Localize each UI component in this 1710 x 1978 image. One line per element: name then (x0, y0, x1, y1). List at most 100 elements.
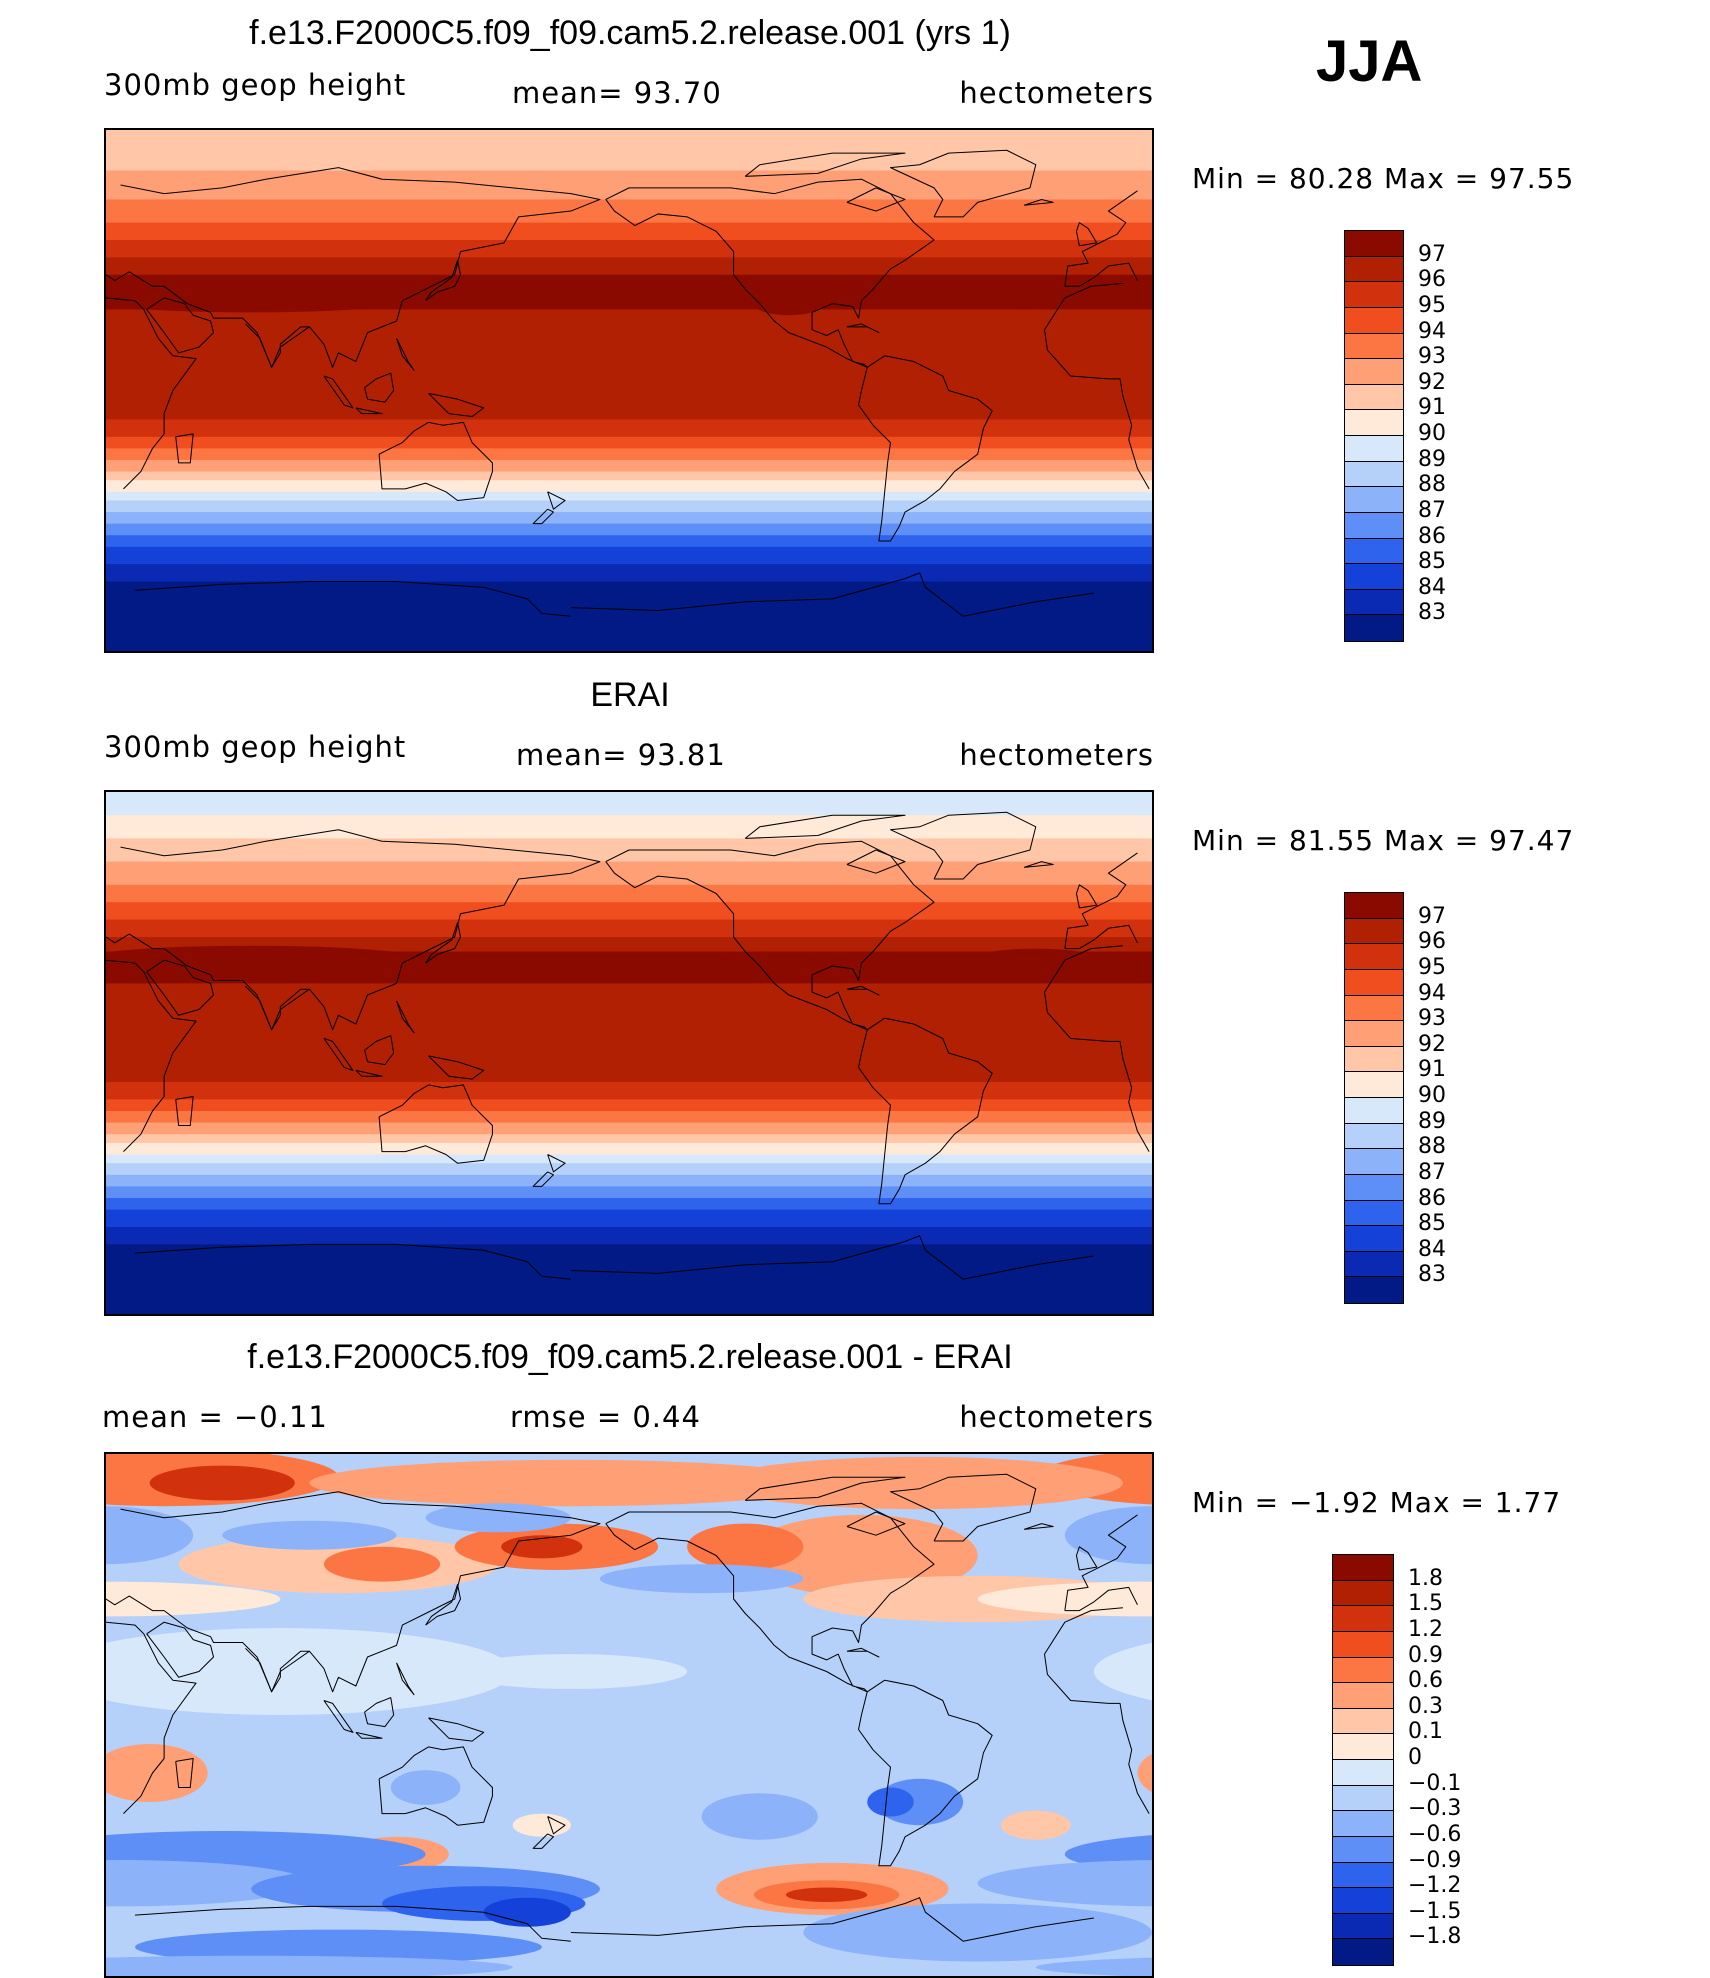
colorbar-swatch (1345, 1174, 1403, 1201)
contour-band (106, 222, 1152, 241)
colorbar-swatch (1345, 512, 1403, 539)
panel-2-colorbar (1344, 892, 1404, 1304)
coastline (245, 985, 310, 1031)
colorbar-swatch (1345, 282, 1403, 308)
coastline (1043, 992, 1150, 1152)
contour-band (106, 239, 1152, 259)
contour-band (106, 199, 1152, 224)
colorbar-swatch (1333, 1836, 1393, 1863)
colorbar-swatch (1345, 538, 1403, 565)
colorbar-tick-label: −0.9 (1408, 1847, 1462, 1873)
anomaly-region (1035, 1957, 1152, 1976)
panel-3-units-label: hectometers (959, 1400, 1154, 1434)
coastline (106, 167, 601, 368)
contour-band (106, 480, 1152, 493)
coastline (1043, 329, 1150, 490)
colorbar-swatch (1333, 1939, 1393, 1965)
coastline (146, 1621, 215, 1678)
anomaly-region (745, 1514, 978, 1597)
coastline (889, 149, 1037, 218)
coastline (425, 921, 461, 964)
coastline (355, 407, 383, 415)
coastline (1023, 861, 1054, 868)
colorbar-tick-label: 89 (1418, 1108, 1446, 1134)
anomaly-region (106, 1628, 513, 1715)
panel-2-map (104, 790, 1154, 1316)
panel-1-mean-label: mean= 93.70 (512, 76, 722, 110)
colorbar-swatch (1345, 1021, 1403, 1047)
anomaly-region (867, 1787, 914, 1817)
colorbar-swatch (1345, 944, 1403, 970)
colorbar-tick-label: 83 (1418, 600, 1446, 626)
panel-1-map (104, 128, 1154, 653)
colorbar-tick-label: 85 (1418, 549, 1446, 575)
coastline (846, 1511, 906, 1536)
colorbar-tick-label: −0.6 (1408, 1821, 1462, 1847)
anomaly-region (785, 1887, 868, 1903)
contour-band (106, 546, 1152, 566)
colorbar-swatch (1345, 461, 1403, 488)
colorbar-swatch (1345, 1226, 1403, 1252)
colorbar-swatch (1333, 1606, 1393, 1632)
contour-band (106, 1142, 1152, 1156)
colorbar-tick-label: 84 (1418, 1236, 1446, 1262)
colorbar-swatch (1345, 333, 1403, 360)
colorbar-tick-label: 97 (1418, 903, 1446, 929)
colorbar-tick-label: 0.3 (1408, 1693, 1443, 1719)
colorbar-tick-label: 91 (1418, 395, 1446, 421)
colorbar-swatch (1345, 436, 1403, 462)
coastline (744, 152, 906, 177)
coastline (846, 849, 906, 874)
panel-2-units-label: hectometers (959, 738, 1154, 772)
coastline (396, 1000, 415, 1034)
colorbar-swatch (1345, 1149, 1403, 1175)
contour-band (106, 1174, 1152, 1188)
coastline (135, 1243, 571, 1280)
colorbar-swatch (1333, 1580, 1393, 1607)
contour-band (106, 1163, 1152, 1176)
contour-band (106, 581, 1152, 651)
coastline (425, 1583, 461, 1626)
coastline (364, 1697, 395, 1728)
coastline (1023, 198, 1054, 206)
anomaly-region (106, 1955, 513, 1976)
anomaly-region (222, 1520, 397, 1550)
coastline (570, 1897, 1094, 1942)
panel-1-minmax: Min = 80.28 Max = 97.55 (1192, 162, 1575, 195)
colorbar-tick-label: 92 (1418, 369, 1446, 395)
contour-band (106, 1134, 1152, 1144)
colorbar-swatch (1333, 1734, 1393, 1760)
coastline (858, 355, 993, 542)
colorbar-swatch (1345, 1046, 1403, 1073)
contour-band (106, 1186, 1152, 1199)
anomaly-region (1093, 1642, 1152, 1701)
colorbar-swatch (1333, 1555, 1393, 1581)
panel-1-colorbar (1344, 230, 1404, 642)
coastline (106, 1491, 601, 1693)
colorbar-tick-label: 90 (1418, 1083, 1446, 1108)
panel-2-title: ERAI (590, 676, 670, 714)
panel-3-colorbar (1332, 1554, 1394, 1966)
coastline (744, 814, 906, 839)
contour-maximum (753, 292, 824, 316)
colorbar-tick-label: 83 (1418, 1262, 1446, 1288)
coastline (135, 581, 571, 617)
contour-band (106, 792, 1152, 817)
coastline (532, 1171, 554, 1187)
colorbar-swatch (1345, 589, 1403, 616)
contour-band (106, 815, 1152, 840)
panel-1-title: f.e13.F2000C5.f09_f09.cam5.2.release.001… (249, 14, 1011, 52)
anomaly-region (512, 1813, 571, 1837)
colorbar-tick-label: 0.6 (1408, 1668, 1443, 1694)
coastline (1075, 222, 1098, 247)
coastline (245, 323, 310, 368)
contour-band (106, 523, 1152, 537)
panel-1-units-label: hectometers (959, 76, 1154, 110)
coastline (605, 178, 935, 368)
coastline (846, 1647, 880, 1658)
coastline (1043, 1654, 1150, 1814)
contour-band (106, 1198, 1152, 1211)
anomaly-region (149, 1465, 295, 1501)
coastline (744, 1476, 906, 1501)
contour-band (106, 130, 1152, 172)
